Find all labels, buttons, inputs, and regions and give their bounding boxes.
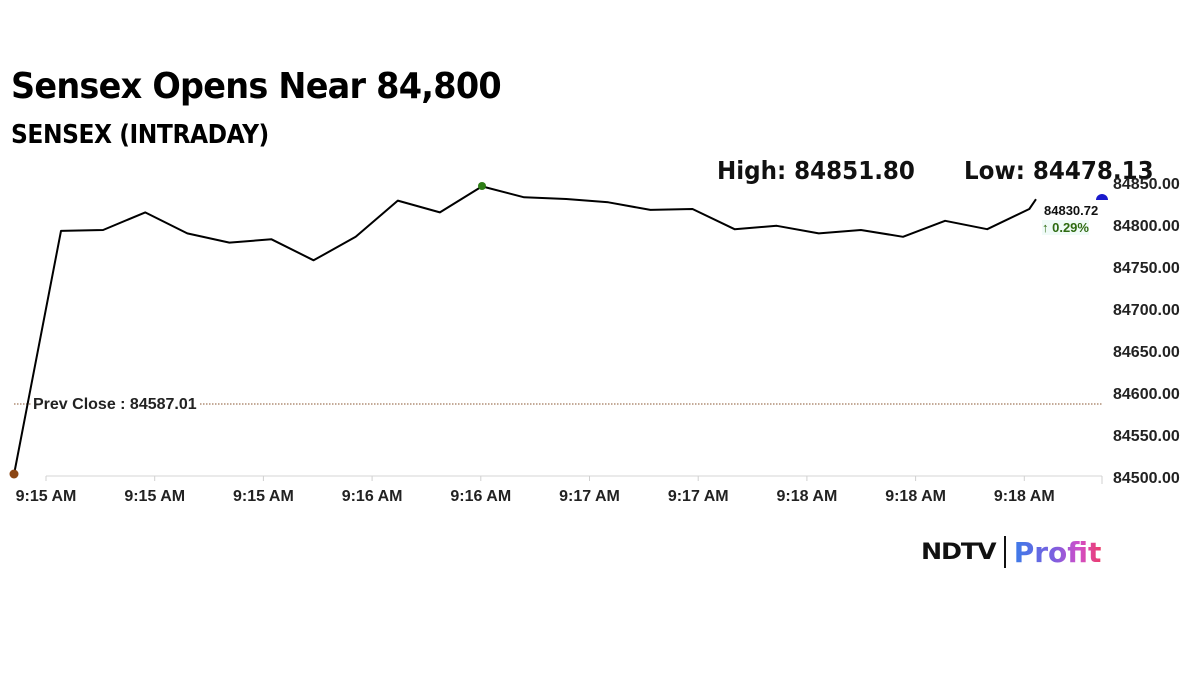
x-tick-label: 9:15 AM: [233, 488, 294, 505]
y-axis-ticks: 84850.00 84800.00 84750.00 84700.00 84650.00…: [1113, 176, 1180, 487]
high-marker: [478, 182, 486, 190]
x-tick-label: 9:16 AM: [450, 488, 511, 505]
y-tick-label: 84650.00: [1113, 344, 1180, 361]
last-marker: [1096, 194, 1108, 200]
y-tick-label: 84550.00: [1113, 428, 1180, 445]
y-tick-label: 84850.00: [1113, 176, 1180, 193]
x-axis-ticks: 9:15 AM 9:15 AM 9:15 AM 9:16 AM 9:16 AM 9:17 …: [16, 476, 1103, 505]
open-marker: [9, 469, 19, 479]
profit-wordmark: Profit: [1013, 535, 1102, 569]
y-tick-label: 84500.00: [1113, 470, 1180, 487]
ndtv-wordmark: NDTV: [921, 539, 997, 565]
sensex-line: [13, 185, 1037, 475]
x-tick-label: 9:17 AM: [668, 488, 729, 505]
ndtv-profit-logo: NDTV Profit: [921, 532, 1101, 572]
high-value: High: 84851.80: [717, 156, 915, 185]
x-tick-label: 9:18 AM: [777, 488, 838, 505]
x-tick-label: 9:18 AM: [885, 488, 946, 505]
last-value-label: 84830.72: [1044, 203, 1099, 218]
y-tick-label: 84700.00: [1113, 302, 1180, 319]
y-tick-label: 84800.00: [1113, 218, 1180, 235]
x-tick-label: 9:18 AM: [994, 488, 1055, 505]
change-percent-label: ↑ 0.29%: [1042, 220, 1089, 235]
chart-subtitle: SENSEX (INTRADAY): [11, 120, 269, 150]
prev-close-label: Prev Close : 84587.01: [31, 396, 199, 414]
y-tick-label: 84600.00: [1113, 386, 1180, 403]
low-value: Low: 84478.13: [964, 156, 1154, 185]
y-tick-label: 84750.00: [1113, 260, 1180, 277]
logo-divider: [1003, 536, 1006, 568]
x-tick-label: 9:16 AM: [342, 488, 403, 505]
x-tick-label: 9:17 AM: [559, 488, 620, 505]
x-tick-label: 9:15 AM: [124, 488, 185, 505]
x-tick-label: 9:15 AM: [16, 488, 77, 505]
chart-title: Sensex Opens Near 84,800: [11, 66, 502, 107]
